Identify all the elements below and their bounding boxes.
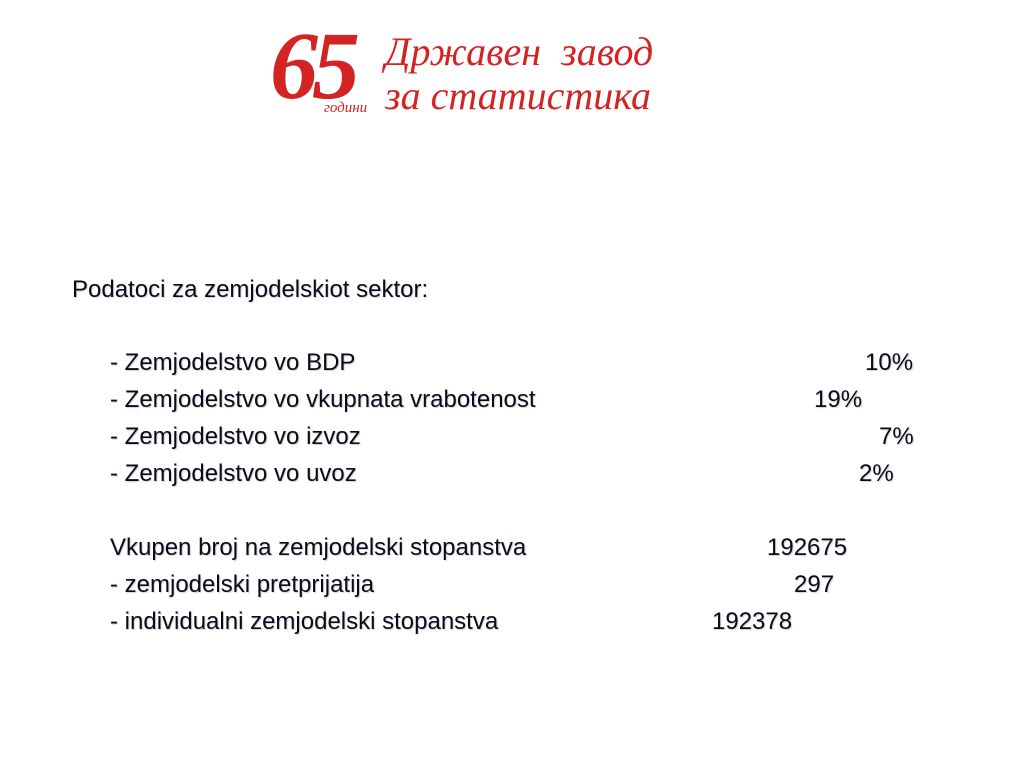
logo-text-line1: Државен завод: [385, 29, 654, 74]
share-label-import: - Zemjodelstvo vo uvoz: [110, 460, 357, 487]
share-label-export: - Zemjodelstvo vo izvoz: [110, 423, 361, 450]
share-value-export: 7%: [879, 423, 914, 450]
logo: 65 години Државен завод за статистика: [268, 18, 678, 124]
farms-value-total: 192675: [767, 534, 848, 561]
share-label-employment: - Zemjodelstvo vo vkupnata vrabotenost: [110, 386, 536, 413]
farms-label-individual: - individualni zemjodelski stopanstva: [110, 608, 499, 635]
farms-value-enterprises: 297: [794, 571, 835, 598]
logo-text-line2: за статистика: [385, 73, 651, 118]
share-value-import: 2%: [859, 460, 894, 487]
logo-number: 65: [270, 12, 360, 119]
share-value-employment: 19%: [814, 386, 863, 413]
logo-years-label: години: [324, 100, 368, 116]
farms-label-enterprises: - zemjodelski pretprijatija: [110, 571, 375, 598]
farms-label-total: Vkupen broj na zemjodelski stopanstva: [110, 534, 527, 561]
share-label-gdp: - Zemjodelstvo vo BDP: [110, 349, 356, 376]
farms-value-individual: 192378: [712, 608, 793, 635]
share-value-gdp: 10%: [865, 349, 914, 376]
section-heading: Podatoci za zemjodelskiot sektor:: [72, 276, 429, 303]
